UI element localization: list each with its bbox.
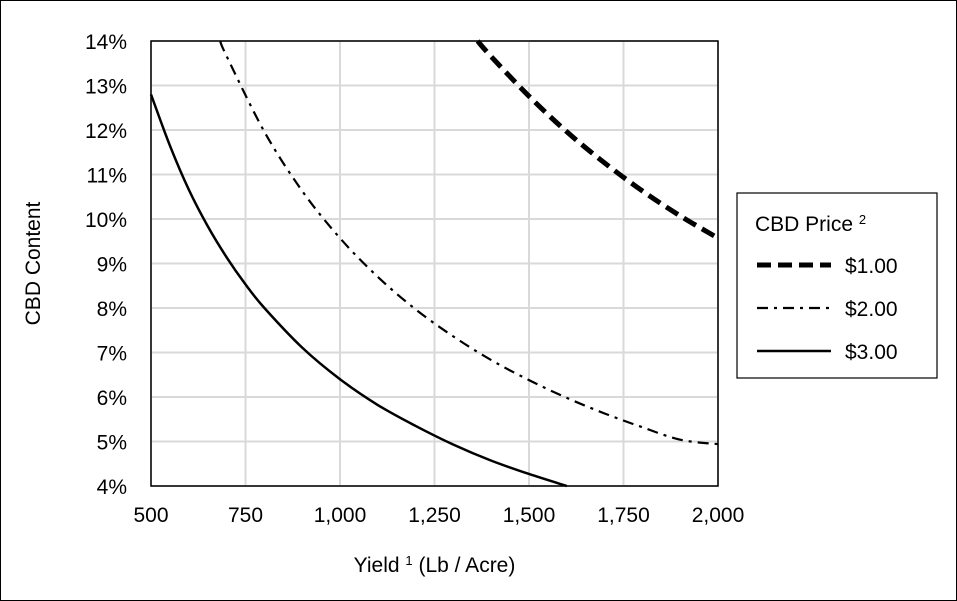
y-tick-label: 8% — [97, 298, 127, 321]
x-tick-label: 1,000 — [314, 504, 367, 527]
y-tick-label: 12% — [85, 120, 127, 143]
grid-layer — [151, 41, 718, 486]
y-axis-title: CBD Content — [22, 201, 45, 325]
y-tick-label: 6% — [97, 387, 127, 410]
legend-title: CBD Price 2 — [755, 212, 866, 237]
x-tick-label: 500 — [133, 504, 168, 527]
x-axis-title: Yield 1 (Lb / Acre) — [354, 553, 516, 578]
x-tick-label: 2,000 — [692, 504, 745, 527]
legend-label-3: $3.00 — [845, 341, 898, 364]
series-line-2 — [220, 41, 718, 444]
y-tick-label: 11% — [87, 165, 127, 188]
series-line-3 — [151, 94, 567, 486]
legend-title-superscript: 2 — [859, 212, 866, 227]
legend-title-text: CBD Price — [755, 213, 853, 236]
series-line-1 — [478, 41, 718, 238]
x-tick-label: 750 — [228, 504, 263, 527]
x-tick-label: 1,250 — [408, 504, 461, 527]
y-tick-label: 14% — [85, 31, 127, 54]
legend-label-2: $2.00 — [845, 298, 898, 321]
x-axis-title-text: Yield — [354, 554, 400, 577]
tick-label-layer: 500 750 1,000 1,250 1,500 1,750 2,000 4% 5% 6% 7% 8… — [85, 31, 744, 527]
legend: CBD Price 2 $1.00 $2.00 $3.00 — [737, 193, 937, 378]
y-tick-label: 9% — [97, 254, 127, 277]
y-tick-label: 7% — [97, 343, 127, 366]
y-tick-label: 5% — [97, 432, 127, 455]
y-tick-label: 13% — [85, 76, 127, 99]
legend-label-1: $1.00 — [845, 255, 898, 278]
x-axis-title-unit: (Lb / Acre) — [418, 554, 515, 577]
y-tick-label: 4% — [97, 476, 127, 499]
x-tick-label: 1,500 — [503, 504, 556, 527]
y-tick-label: 10% — [85, 209, 127, 232]
x-axis-title-superscript: 1 — [405, 553, 412, 568]
x-tick-label: 1,750 — [597, 504, 650, 527]
